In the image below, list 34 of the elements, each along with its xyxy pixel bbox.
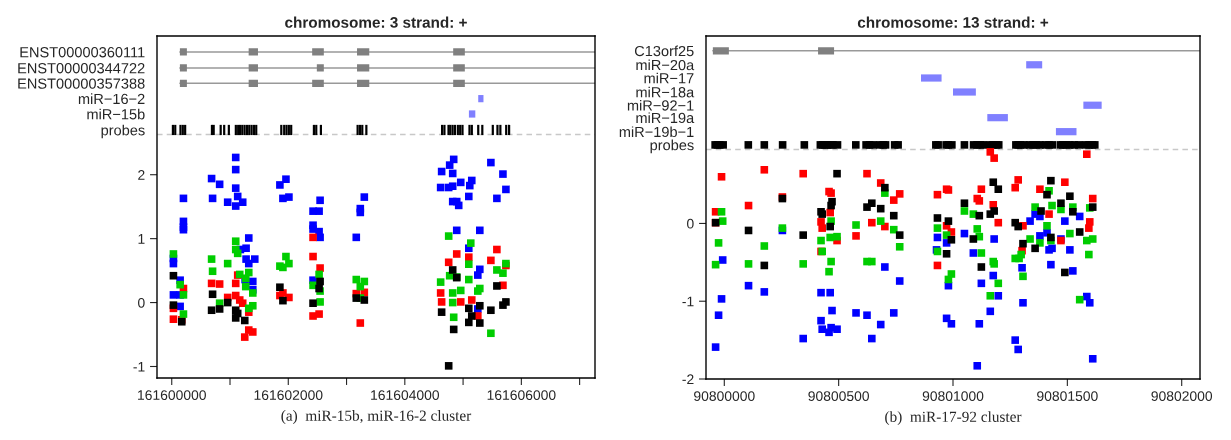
- y-tick-label: miR−19a: [636, 112, 695, 124]
- y-tick-label: 2: [138, 170, 145, 180]
- y-tick-label: probes: [101, 124, 145, 139]
- y-tick-label: miR−92−1: [627, 99, 694, 111]
- text: (a) miR-15b, miR-16-2 cluster: [281, 410, 472, 424]
- y-tick-label: miR−19b−1: [619, 126, 694, 138]
- y-tick-label: -2: [682, 374, 694, 385]
- y-tick-label: probes: [650, 139, 694, 154]
- y-tick-label: miR−17: [644, 72, 694, 84]
- y-tick-label: -1: [133, 361, 145, 372]
- chart-title: chromosome: 3 strand: +: [285, 16, 467, 28]
- x-tick-label: 90800500: [808, 391, 870, 402]
- y-tick-label: 0: [687, 218, 694, 229]
- x-tick-label: 161600000: [138, 390, 206, 401]
- y-tick-label: 0: [138, 297, 145, 308]
- y-tick-label: miR−18a: [636, 86, 695, 98]
- x-tick-label: 90802000: [1151, 391, 1213, 402]
- y-tick-label: miR−20a: [636, 59, 695, 71]
- y-tick-label: miR−16−2: [78, 93, 145, 105]
- y-tick-label: -1: [682, 296, 694, 307]
- y-tick-label: ENST00000344722: [18, 63, 145, 74]
- chart-title: chromosome: 13 strand: +: [857, 16, 1049, 28]
- y-tick-label: 1: [138, 234, 145, 244]
- y-tick-label: miR−15b: [87, 108, 145, 120]
- x-tick-label: 90800000: [694, 391, 755, 402]
- y-tick-label: C13orf25: [634, 45, 694, 57]
- x-tick-label: 90801500: [1037, 391, 1098, 402]
- x-tick-label: 161602000: [254, 390, 323, 401]
- x-tick-label: 161604000: [371, 390, 440, 401]
- y-tick-label: ENST00000357388: [18, 78, 145, 89]
- y-tick-label: ENST00000360111: [20, 47, 145, 58]
- x-tick-label: 90801000: [922, 391, 984, 402]
- text: (b) miR-17-92 cluster: [885, 411, 1022, 426]
- x-tick-label: 161606000: [487, 390, 556, 401]
